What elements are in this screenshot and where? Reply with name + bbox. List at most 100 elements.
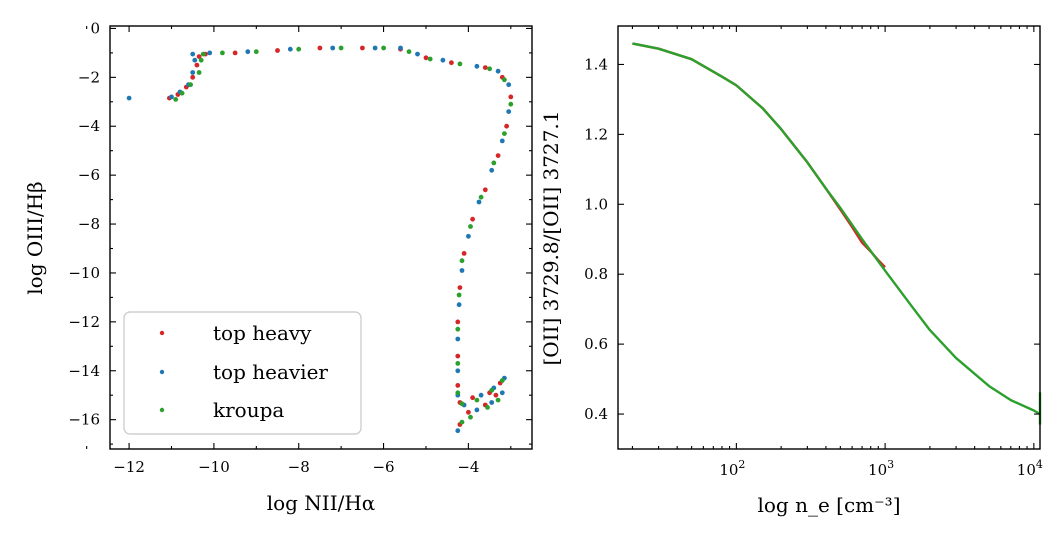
scatter-point-top-heavy-19 xyxy=(482,187,488,193)
scatter-point-top-heavier-16 xyxy=(495,68,501,74)
scatter-point-kroupa-10 xyxy=(381,45,386,51)
scatter-point-top-heavier-1 xyxy=(169,94,174,100)
y-tick-label: −16 xyxy=(68,411,100,429)
y-tick-label: −2 xyxy=(78,68,100,86)
scatter-point-kroupa-22 xyxy=(456,292,462,298)
right-x-axis-label: log n_e [cm⁻³] xyxy=(757,493,900,517)
scatter-point-kroupa-2 xyxy=(188,82,194,88)
x-tick-label: −8 xyxy=(288,458,310,476)
y-tick-label: 0.4 xyxy=(584,405,608,423)
scatter-point-kroupa-31 xyxy=(485,405,490,410)
scatter-point-kroupa-19 xyxy=(478,194,484,200)
scatter-point-kroupa-25 xyxy=(455,390,461,396)
legend-box xyxy=(123,311,362,435)
scatter-point-kroupa-29 xyxy=(499,378,505,383)
y-tick-label: −14 xyxy=(68,362,100,380)
right-y-axis-label: [OII] 3729.8/[OII] 3727.1 xyxy=(539,110,563,365)
scatter-point-top-heavy-4 xyxy=(194,62,200,68)
scatter-point-top-heavy-18 xyxy=(495,153,501,159)
scatter-point-top-heavier-24 xyxy=(456,302,462,308)
scatter-point-top-heavier-13 xyxy=(415,51,420,57)
y-tick-label: −6 xyxy=(78,166,100,184)
y-tick-label: 0.6 xyxy=(584,335,608,353)
scatter-point-kroupa-8 xyxy=(296,46,302,52)
scatter-point-top-heavier-11 xyxy=(372,45,378,51)
left-axis-ticks: −12 −10 −8 −6 −4 0 −2 −4 −6 −8 −10 −12 −14 −16 xyxy=(68,19,532,476)
scatter-point-top-heavy-27 xyxy=(470,395,475,401)
legend-label-top-heavy: top heavy xyxy=(213,321,312,345)
scatter-point-top-heavier-9 xyxy=(287,46,293,52)
scatter-point-top-heavier-17 xyxy=(506,82,512,88)
y-tick-label: −10 xyxy=(68,264,100,282)
scatter-point-top-heavier-35 xyxy=(455,428,461,434)
y-tick-label: 1.0 xyxy=(584,195,608,213)
x-tick-label: −4 xyxy=(457,458,479,476)
scatter-point-top-heavier-32 xyxy=(499,390,505,396)
scatter-point-kroupa-14 xyxy=(487,66,492,72)
scatter-point-kroupa-9 xyxy=(338,45,344,51)
left-scatter-points xyxy=(126,45,514,434)
scatter-point-top-heavier-7 xyxy=(207,50,213,56)
scatter-point-kroupa-27 xyxy=(474,397,480,403)
legend-marker-top-heavy xyxy=(159,330,165,336)
scatter-point-top-heavy-24 xyxy=(455,353,461,359)
scatter-point-top-heavier-25 xyxy=(455,336,461,342)
scatter-point-top-heavy-20 xyxy=(470,216,475,222)
y-tick-label: 1.2 xyxy=(584,125,608,143)
scatter-point-kroupa-11 xyxy=(406,49,412,55)
x-tick-label: 104 xyxy=(1017,458,1043,479)
scatter-point-top-heavy-9 xyxy=(317,45,323,51)
scatter-point-top-heavier-34 xyxy=(474,407,480,413)
scatter-point-top-heavy-8 xyxy=(275,48,280,53)
y-tick-label: 0.8 xyxy=(584,265,608,283)
scatter-point-top-heavier-29 xyxy=(478,392,484,398)
scatter-point-top-heavy-3 xyxy=(190,74,196,80)
scatter-point-top-heavier-5 xyxy=(192,57,198,63)
right-plot-frame xyxy=(617,25,1041,450)
x-tick-label: −10 xyxy=(198,458,230,476)
y-tick-label: −4 xyxy=(78,117,100,135)
legend-label-top-heavier: top heavier xyxy=(213,360,328,384)
scatter-point-top-heavier-22 xyxy=(466,233,471,239)
scatter-point-top-heavier-19 xyxy=(499,138,505,144)
scatter-point-kroupa-1 xyxy=(179,90,185,96)
scatter-point-kroupa-0 xyxy=(173,97,179,102)
scatter-point-kroupa-5 xyxy=(200,51,206,57)
line-series-0 xyxy=(632,42,886,269)
right-line-series xyxy=(632,42,1042,425)
scatter-point-kroupa-20 xyxy=(468,224,473,229)
scatter-point-top-heavier-33 xyxy=(489,400,495,405)
legend: top heavy top heavier kroupa xyxy=(123,311,362,435)
scatter-point-kroupa-26 xyxy=(459,401,465,407)
scatter-point-top-heavier-15 xyxy=(474,63,480,69)
scatter-point-top-heavy-7 xyxy=(232,50,238,56)
legend-marker-kroupa xyxy=(159,407,165,413)
scatter-point-kroupa-3 xyxy=(196,70,202,75)
scatter-point-top-heavy-21 xyxy=(461,251,467,256)
scatter-point-top-heavy-30 xyxy=(493,392,499,398)
scatter-point-top-heavy-17 xyxy=(504,123,509,129)
line-series-1 xyxy=(632,42,1042,425)
scatter-point-kroupa-16 xyxy=(508,101,514,107)
scatter-point-kroupa-7 xyxy=(253,49,259,55)
scatter-point-kroupa-28 xyxy=(489,387,495,393)
scatter-point-kroupa-23 xyxy=(455,326,461,332)
scatter-point-top-heavier-23 xyxy=(459,268,465,273)
scatter-point-kroupa-33 xyxy=(459,419,465,425)
scatter-point-top-heavier-8 xyxy=(245,49,251,55)
scatter-point-kroupa-13 xyxy=(457,61,463,67)
scatter-point-top-heavier-18 xyxy=(506,109,512,114)
scatter-point-top-heavy-13 xyxy=(449,60,454,66)
scatter-point-top-heavier-4 xyxy=(190,70,196,75)
right-chart-panel: 102 103 104 0.4 0.6 0.8 1.0 1.2 1.4 log n_e [cm⁻… xyxy=(539,25,1043,517)
scatter-point-top-heavy-12 xyxy=(423,55,429,61)
right-axis-ticks: 102 103 104 0.4 0.6 0.8 1.0 1.2 1.4 xyxy=(584,26,1043,479)
scatter-point-top-heavier-12 xyxy=(398,45,403,51)
x-tick-label: 103 xyxy=(868,458,894,479)
scatter-point-top-heavy-16 xyxy=(508,94,514,100)
y-tick-label: −8 xyxy=(78,215,100,233)
y-tick-label: 1.4 xyxy=(584,55,608,73)
scatter-point-kroupa-24 xyxy=(455,361,461,366)
x-tick-label: −6 xyxy=(372,458,394,476)
